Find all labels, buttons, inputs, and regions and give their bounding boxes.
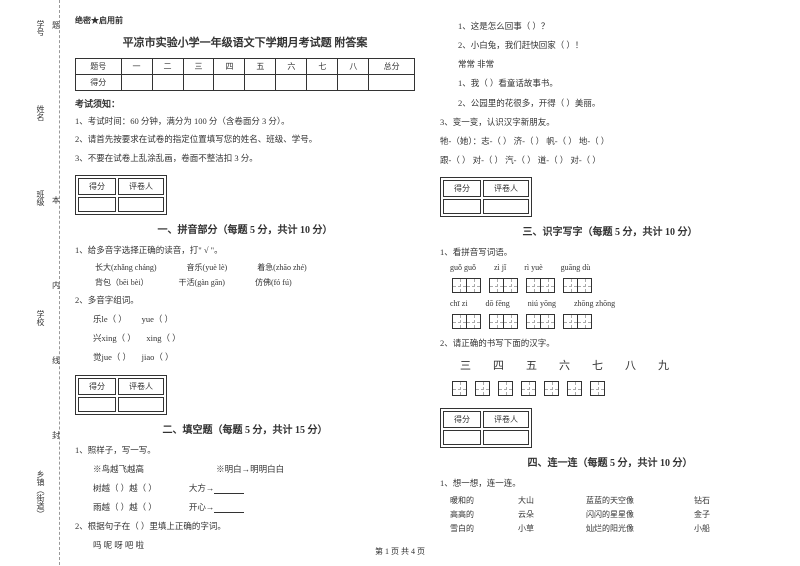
page-content: 绝密★启用前 平凉市实验小学一年级语文下学期月考试题 附答案 题号 一 二 三 … [65,0,800,566]
grid-row1 [440,276,780,295]
r-l1: 1、这是怎么回事（ ）？ [440,18,780,34]
sec2-r1: 树越（ ）越（ ） 大方→ [75,480,415,496]
th-3: 三 [183,59,214,75]
sec2-ex: ※鸟越飞越高 ※明白→明明白白 [75,461,415,477]
score-table: 题号 一 二 三 四 五 六 七 八 总分 得分 [75,58,415,91]
marker-nei: 内 [52,280,60,291]
right-column: 1、这是怎么回事（ ）？ 2、小白兔，我们赶快回家（ ）！ 常常 非常 1、我（… [440,15,780,556]
sec1-r2: 兴xing（ ） xing（ ） [75,330,415,346]
exam-title: 平凉市实验小学一年级语文下学期月考试题 附答案 [75,34,415,50]
sidebar-banji: 班级 [35,190,46,206]
row2-label: 得分 [76,75,122,91]
sidebar-xingming: 姓名 [35,105,46,121]
sec1-r1: 乐le（ ） yue（ ） [75,311,415,327]
py-3: 着急(zhāo zhé) [257,262,307,273]
sec2-title: 二、填空题（每题 5 分，共计 15 分） [75,421,415,436]
score-box-4: 得分 评卷人 [440,408,532,448]
r-l8: 跟-（ ） 对-（ ） 汽-（ ） 道-（ ） 对-（ ） [440,152,780,168]
grid-row2 [440,312,780,331]
th-1: 一 [121,59,152,75]
sec4-r3: 雪白的 小草 灿烂的阳光像 小船 [440,523,780,534]
r-l5: 2、公园里的花很多，开得（ ）美丽。 [440,95,780,111]
left-column: 绝密★启用前 平凉市实验小学一年级语文下学期月考试题 附答案 题号 一 二 三 … [75,15,415,556]
th-7: 七 [307,59,338,75]
sec2-q2: 2、根据句子在（ ）里填上正确的字词。 [75,518,415,534]
sec4-title: 四、连一连（每题 5 分，共计 10 分） [440,454,780,469]
sec4-r2: 高高的 云朵 闪闪的星星像 金子 [440,509,780,520]
py-5: 干活(gàn gān) [179,277,225,288]
marker-ti: 题 [52,20,60,31]
notice-3: 3、不要在试卷上乱涂乱画，卷面不整洁扣 3 分。 [75,151,415,166]
sb1-c2: 评卷人 [118,178,164,195]
score-box-3: 得分 评卷人 [440,177,532,217]
sec3-title: 三、识字写字（每题 5 分，共计 10 分） [440,223,780,238]
py-6: 仿佛(fó fú) [255,277,292,288]
th-5: 五 [245,59,276,75]
marker-feng: 封 [52,430,60,441]
sec3-q1: 1、看拼音写词语。 [440,244,780,260]
big-chars: 三 四 五 六 七 八 九 [440,357,780,373]
sec1-r3: 觉jue（ ） jiao（ ） [75,349,415,365]
notice-2: 2、请首先按要求在试卷的指定位置填写您的姓名、班级、学号。 [75,132,415,147]
th-0: 题号 [76,59,122,75]
marker-ben: 本 [52,195,60,206]
th-6: 六 [276,59,307,75]
page-footer: 第 1 页 共 4 页 [375,546,425,557]
py-2: 音乐(yuè lè) [187,262,228,273]
py-row2: chī zi dō fēng niú yōng zhōng zhōng [440,299,780,308]
sec3-q2: 2、请正确的书写下面的汉字。 [440,335,780,351]
score-box-2: 得分 评卷人 [75,375,167,415]
score-box-1: 得分 评卷人 [75,175,167,215]
sec2-q1: 1、照样子，写一写。 [75,442,415,458]
notice-1: 1、考试时间：60 分钟，满分为 100 分（含卷面分 3 分）。 [75,114,415,129]
th-8: 八 [338,59,369,75]
py-row1: guǒ guǒ zì jǐ rì yuè guāng dù [440,263,780,272]
sidebar-xuehao: 学号 [35,20,46,36]
sec2-r2: 雨越（ ）越（ ） 开心→ [75,499,415,515]
th-9: 总分 [369,59,415,75]
sec1-title: 一、拼音部分（每题 5 分，共计 10 分） [75,221,415,236]
sidebar-xiangzhen: 乡镇（街道） [35,470,46,518]
r-l7: 牠-（她）：志-（ ） 济-（ ） 帆-（ ） 地-（ ） [440,133,780,149]
marker-xian: 线 [52,355,60,366]
sidebar-xuexiao: 学校 [35,310,46,326]
sec1-q2: 2、多音字组词。 [75,292,415,308]
sb1-c1: 得分 [78,178,116,195]
r-l2: 2、小白兔，我们赶快回家（ ）！ [440,37,780,53]
py-4: 背包（bēi bèi） [95,277,149,288]
th-4: 四 [214,59,245,75]
th-2: 二 [152,59,183,75]
sec4-r1: 暖和的 大山 蓝蓝的天空像 钻石 [440,495,780,506]
binding-sidebar: 学号 姓名 班级 学校 乡镇（街道） 题 本 内 线 封 [0,0,60,565]
sec2-opts: 吗 呢 呀 吧 啦 [75,537,415,553]
sec1-row2: 背包（bēi bèi） 干活(gàn gān) 仿佛(fó fú) [75,277,415,288]
r-l6: 3、变一变，认识汉字新朋友。 [440,114,780,130]
sec1-q1: 1、给多音字选择正确的读音，打" √ "。 [75,242,415,258]
r-l3: 常常 非常 [440,56,780,72]
secret-label: 绝密★启用前 [75,15,415,26]
r-l4: 1、我（ ）看童话故事书。 [440,75,780,91]
sec1-row1: 长大(zhǎng cháng) 音乐(yuè lè) 着急(zhāo zhé) [75,262,415,273]
notice-head: 考试须知： [75,97,415,110]
py-1: 长大(zhǎng cháng) [95,262,157,273]
grid-row3 [440,379,780,398]
sec4-q1: 1、想一想，连一连。 [440,475,780,491]
